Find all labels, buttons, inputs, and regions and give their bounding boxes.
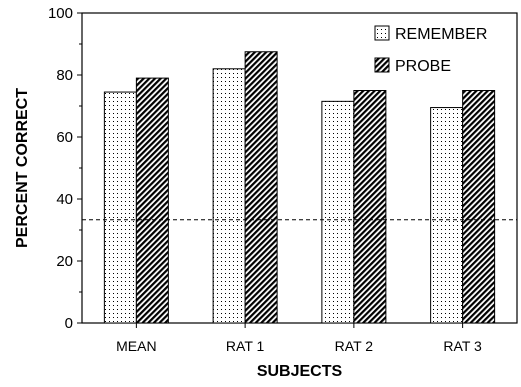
x-category-label: MEAN [116, 338, 156, 354]
y-tick-label: 0 [65, 315, 73, 332]
bar-probe-rat-1 [244, 51, 278, 324]
x-category-label: RAT 3 [443, 338, 482, 354]
x-category-label: RAT 1 [226, 338, 265, 354]
y-tick-label: 60 [56, 129, 73, 146]
bar-probe-rat-2 [353, 90, 387, 324]
bar-probe-mean [135, 77, 169, 324]
legend-swatch-remember [374, 25, 390, 41]
y-tick-label: 80 [56, 67, 73, 84]
legend-label-probe: PROBE [395, 58, 451, 75]
bar-remember-rat-1 [212, 68, 246, 324]
y-tick-label: 20 [56, 253, 73, 270]
y-axis-title: PERCENT CORRECT [14, 88, 31, 248]
legend-label-remember: REMEMBER [395, 26, 487, 43]
bar-remember-rat-2 [321, 100, 355, 324]
bar-probe-rat-3 [462, 90, 496, 324]
y-tick-label: 40 [56, 191, 73, 208]
legend-swatch-probe [374, 57, 390, 73]
bar-remember-rat-3 [430, 107, 464, 324]
bar-remember-mean [103, 91, 137, 324]
y-tick-label: 100 [48, 5, 73, 22]
x-category-label: RAT 2 [335, 338, 374, 354]
x-axis-title: SUBJECTS [257, 363, 343, 380]
